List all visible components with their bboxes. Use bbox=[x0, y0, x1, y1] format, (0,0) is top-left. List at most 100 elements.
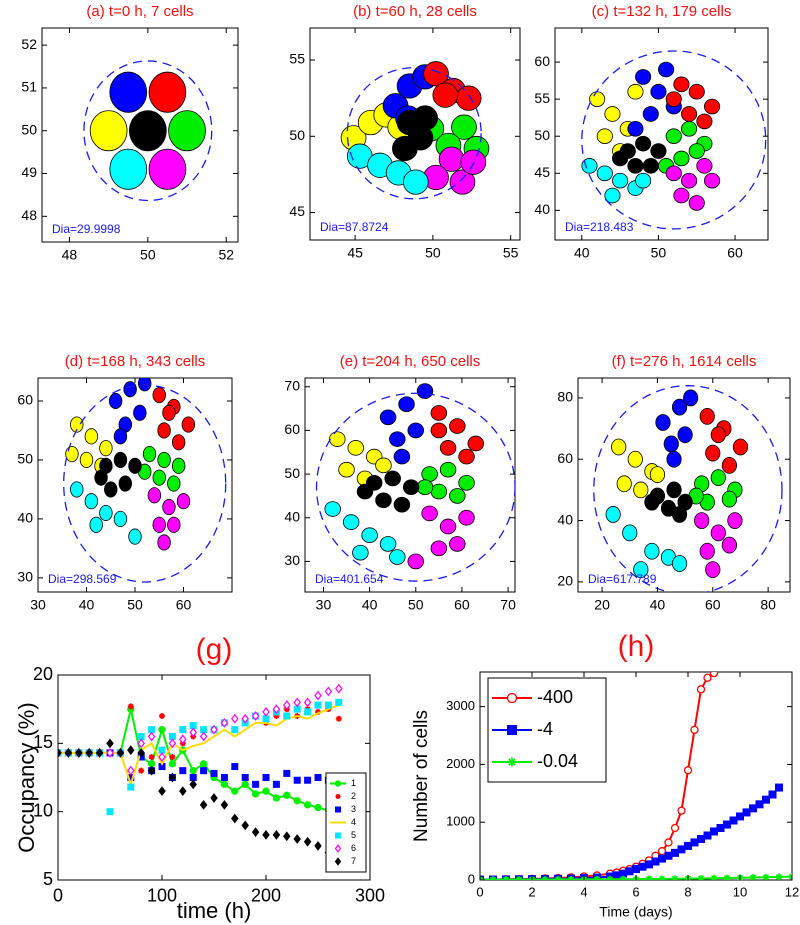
marker bbox=[95, 748, 104, 758]
cell bbox=[416, 383, 434, 399]
marker bbox=[768, 790, 777, 799]
cell bbox=[696, 113, 713, 130]
marker bbox=[189, 779, 197, 790]
y-tick-label: 51 bbox=[21, 79, 37, 95]
marker bbox=[189, 727, 197, 738]
cell bbox=[721, 457, 737, 474]
cell bbox=[430, 422, 448, 439]
cell bbox=[347, 440, 365, 456]
diameter-label: Dia=298.569 bbox=[48, 572, 117, 586]
marker bbox=[710, 874, 718, 880]
y-tick-label: 10 bbox=[33, 800, 53, 820]
cell bbox=[671, 555, 688, 572]
marker bbox=[262, 774, 270, 781]
x-tick-label: 100 bbox=[147, 885, 177, 905]
cell bbox=[581, 158, 598, 174]
diameter-label: Dia=87.8724 bbox=[320, 220, 389, 234]
x-tick-label: 10 bbox=[733, 885, 747, 900]
cell bbox=[681, 172, 698, 189]
cell bbox=[732, 438, 749, 456]
marker bbox=[58, 748, 62, 758]
y-tick-label: 50 bbox=[17, 451, 33, 467]
legend-label: 2 bbox=[351, 791, 356, 801]
marker bbox=[137, 738, 145, 749]
marker bbox=[220, 780, 229, 788]
x-tick-label: 40 bbox=[574, 245, 590, 261]
x-tick-label: 40 bbox=[650, 597, 666, 613]
cell bbox=[152, 516, 166, 533]
cell bbox=[458, 448, 475, 465]
diameter-label: Dia=218.483 bbox=[565, 220, 634, 234]
marker bbox=[502, 876, 510, 880]
marker bbox=[137, 748, 145, 758]
cell bbox=[704, 172, 721, 189]
cell bbox=[79, 451, 94, 469]
cell bbox=[439, 518, 457, 535]
cell bbox=[449, 169, 476, 195]
y-tick-label: 20 bbox=[557, 573, 573, 589]
marker bbox=[314, 803, 322, 812]
cell bbox=[467, 435, 485, 452]
marker bbox=[293, 797, 301, 805]
cell bbox=[635, 172, 652, 189]
cell bbox=[704, 98, 721, 115]
marker bbox=[304, 708, 312, 716]
cell bbox=[171, 434, 186, 451]
cell bbox=[458, 474, 475, 491]
marker bbox=[199, 731, 208, 742]
cell bbox=[699, 407, 715, 425]
y-tick-label: 30 bbox=[17, 569, 33, 585]
legend-marker bbox=[507, 725, 517, 735]
y-tick-label: 3000 bbox=[446, 698, 475, 713]
x-tick-label: 30 bbox=[30, 597, 46, 613]
cell bbox=[688, 143, 705, 159]
legend-marker bbox=[334, 780, 342, 787]
marker bbox=[293, 776, 301, 784]
cell bbox=[455, 85, 482, 111]
cell bbox=[710, 469, 726, 487]
marker bbox=[210, 724, 218, 735]
marker bbox=[690, 838, 699, 847]
cell bbox=[696, 158, 713, 174]
marker bbox=[762, 873, 770, 880]
cell bbox=[430, 483, 448, 500]
marker bbox=[127, 745, 135, 756]
marker bbox=[241, 820, 249, 831]
marker bbox=[314, 840, 322, 851]
marker bbox=[755, 800, 764, 809]
x-tick-label: 0 bbox=[476, 885, 483, 900]
cell bbox=[432, 82, 459, 108]
marker bbox=[272, 780, 280, 788]
marker bbox=[324, 686, 333, 697]
cell bbox=[113, 451, 128, 469]
cell bbox=[460, 149, 487, 175]
cell bbox=[108, 392, 123, 410]
marker bbox=[749, 804, 757, 813]
panel-title: (h) bbox=[618, 630, 655, 663]
y-tick-label: 48 bbox=[21, 207, 37, 223]
marker bbox=[283, 791, 291, 799]
cell bbox=[671, 398, 688, 416]
cell bbox=[612, 172, 629, 189]
marker bbox=[762, 795, 770, 804]
cell bbox=[133, 404, 147, 421]
marker bbox=[303, 836, 312, 847]
cell bbox=[681, 120, 698, 137]
y-tick-label: 49 bbox=[21, 164, 37, 180]
marker bbox=[220, 717, 229, 728]
legend-label: -0.04 bbox=[537, 751, 578, 771]
cell bbox=[699, 542, 715, 560]
marker bbox=[179, 734, 187, 745]
plot-area bbox=[340, 61, 490, 200]
cell bbox=[671, 506, 688, 523]
x-tick-label: 40 bbox=[79, 597, 95, 613]
marker bbox=[241, 774, 249, 781]
marker bbox=[723, 874, 731, 880]
cell bbox=[439, 461, 457, 478]
x-axis-label: time (h) bbox=[177, 898, 252, 923]
marker bbox=[489, 876, 497, 880]
cell bbox=[109, 148, 148, 190]
marker bbox=[303, 801, 312, 809]
cell bbox=[65, 445, 79, 463]
